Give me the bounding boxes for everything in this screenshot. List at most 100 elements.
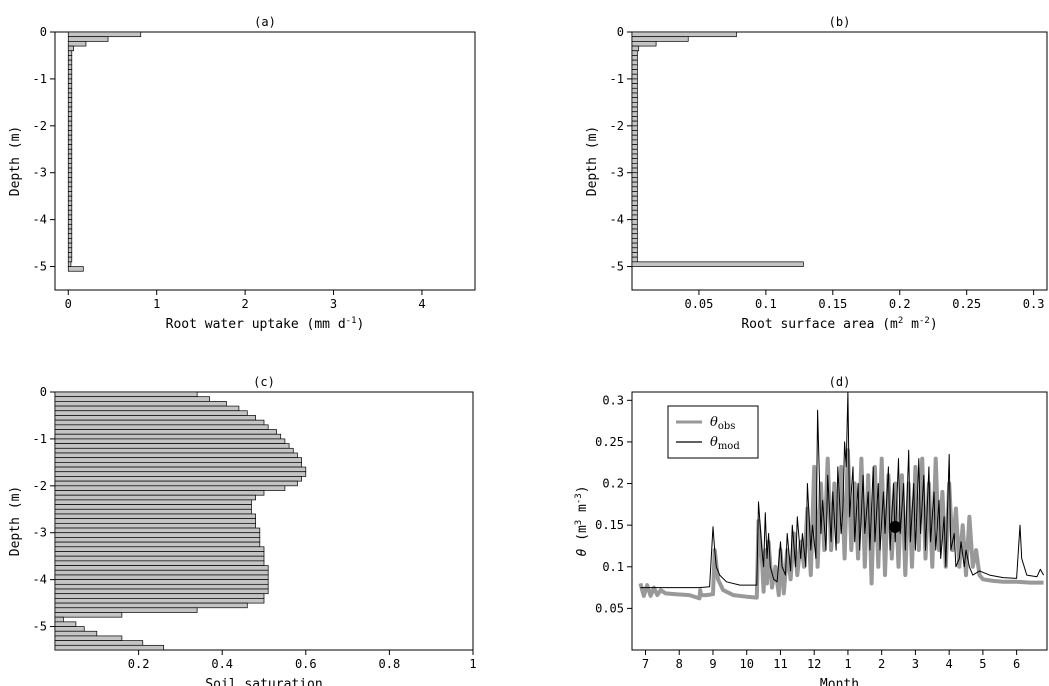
panel-d-ytick-label: 0.1 (602, 560, 624, 574)
panel-c-ylabel: Depth (m) (8, 486, 23, 556)
panel-b-bar (631, 214, 638, 220)
panel-a-bar (67, 167, 73, 174)
panel-c-xtick-label: 0.4 (211, 657, 233, 671)
panel-a-bar (67, 242, 73, 249)
panel-b-bar (631, 87, 638, 94)
panel-c-bar (54, 569, 269, 576)
panel-a-bar (67, 55, 73, 61)
panel-a-bar (67, 31, 142, 38)
panel-b-bar (631, 73, 638, 80)
panel-a-bar (67, 247, 73, 253)
panel-a-xlabel: Root water uptake (mm d-1) (166, 316, 365, 332)
panel-b-ytick-label: -2 (610, 119, 624, 133)
panel-c-ytick-label: -1 (33, 432, 47, 446)
panel-c-xtick-label: 0.6 (295, 657, 317, 671)
panel-b-bar (631, 41, 657, 47)
panel-d-xtick-label: 6 (1013, 657, 1020, 671)
panel-d-xtick-label: 12 (807, 657, 821, 671)
panel-d-ytick-label: 0.2 (602, 477, 624, 491)
panel-b-bar (631, 59, 638, 66)
panel-b-bar (631, 106, 638, 113)
panel-a-bar (67, 130, 73, 136)
panel-c-bar (54, 508, 252, 515)
panel-c-bar (54, 480, 298, 487)
panel-c-bar (54, 499, 252, 505)
panel-c-ytick-label: -5 (33, 620, 47, 634)
panel-b-bar (631, 219, 638, 225)
panel-c-bar (54, 476, 302, 482)
panel-a-ytick-label: -1 (33, 72, 47, 86)
panel-b-bar (631, 209, 638, 216)
panel-d-legend-label: θmod (710, 435, 740, 452)
panel-a-bar (67, 219, 73, 225)
panel-d-ytick-label: 0.05 (595, 601, 624, 615)
panel-d-xtick-label: 10 (739, 657, 753, 671)
panel-d-plot-frame (631, 391, 1048, 651)
panel-b-bar (631, 191, 638, 197)
panel-a-xtick-label: 0 (65, 297, 72, 311)
panel-b-bar (631, 50, 638, 56)
panel-a-bar (67, 200, 73, 206)
panel-a-bar (67, 125, 73, 131)
panel-a-bar (67, 116, 73, 122)
panel-b-bar (631, 172, 638, 178)
panel-b-bar (631, 83, 638, 89)
panel-a-bar (67, 36, 109, 42)
panel-c-bar (54, 644, 165, 651)
panel-b-bar (631, 92, 638, 99)
panel-d-title: (d) (829, 375, 851, 389)
panel-a-bar (67, 111, 73, 117)
panel-c-bar (54, 405, 240, 412)
panel-a-bar (67, 153, 73, 160)
panel-b-bar (631, 181, 638, 188)
panel-b-bar (631, 238, 638, 244)
panel-c-bar (54, 447, 294, 454)
panel-a-bar (67, 214, 73, 220)
panel-b-bar (631, 261, 804, 267)
panel-b-bar (631, 256, 638, 263)
panel-c-bar (54, 410, 248, 416)
panel-a: (a) 0 1 2 3 4 0 -1 -2 -3 -4 -5 Depth (m) Root water u… (8, 15, 476, 332)
panel-b-bar (631, 153, 638, 160)
panel-b-bar (631, 200, 638, 206)
panel-a-bar (67, 106, 73, 113)
panel-b-xtick-label: 0.05 (684, 297, 713, 311)
panel-c-bar (54, 537, 261, 543)
panel-c-bar (54, 424, 269, 430)
panel-b-bar (631, 233, 638, 239)
panel-c-xtick-label: 1 (469, 657, 476, 671)
panel-a-bar (67, 87, 73, 94)
panel-c-bar (54, 588, 269, 595)
panel-b-bar (631, 148, 638, 155)
panel-c-ytick-label: -3 (33, 526, 47, 540)
panel-a-bar (67, 195, 73, 202)
panel-c-bar (54, 471, 307, 477)
panel-a-bar (67, 83, 73, 89)
panel-b-bar (631, 158, 638, 164)
panel-c-bar (54, 593, 265, 599)
panel-d-xtick-label: 8 (676, 657, 683, 671)
panel-b-bar (631, 228, 638, 235)
panel-d-xtick-label: 1 (844, 657, 851, 671)
panel-c-bar (54, 438, 286, 444)
panel-c-bar (54, 391, 198, 398)
panel-c-bar (54, 415, 256, 421)
panel-b-xtick-label: 0.3 (1023, 297, 1045, 311)
panel-c-bar (54, 494, 256, 501)
panel-c: (c) 0.2 0.4 0.6 0.8 1 0 -1 -2 -3 -4 -5 Depth (m) Soil… (8, 375, 477, 686)
panel-c-bar (54, 466, 307, 473)
panel-a-bar (67, 69, 73, 75)
panel-c-bar (54, 565, 269, 571)
panel-a-bar (67, 162, 73, 169)
panel-d-ytick-label: 0.15 (595, 518, 624, 532)
panel-d-ytick-label: 0.3 (602, 393, 624, 407)
panel-b-bar (631, 162, 638, 169)
panel-d-legend-label: θobs (710, 415, 735, 432)
panel-a-bar (67, 191, 73, 197)
panel-a-xtick-label: 3 (330, 297, 337, 311)
panel-c-title: (c) (253, 375, 275, 389)
panel-b-ytick-label: -4 (610, 213, 624, 227)
panel-c-xtick-label: 0.8 (379, 657, 401, 671)
panel-b-bar (631, 139, 638, 145)
